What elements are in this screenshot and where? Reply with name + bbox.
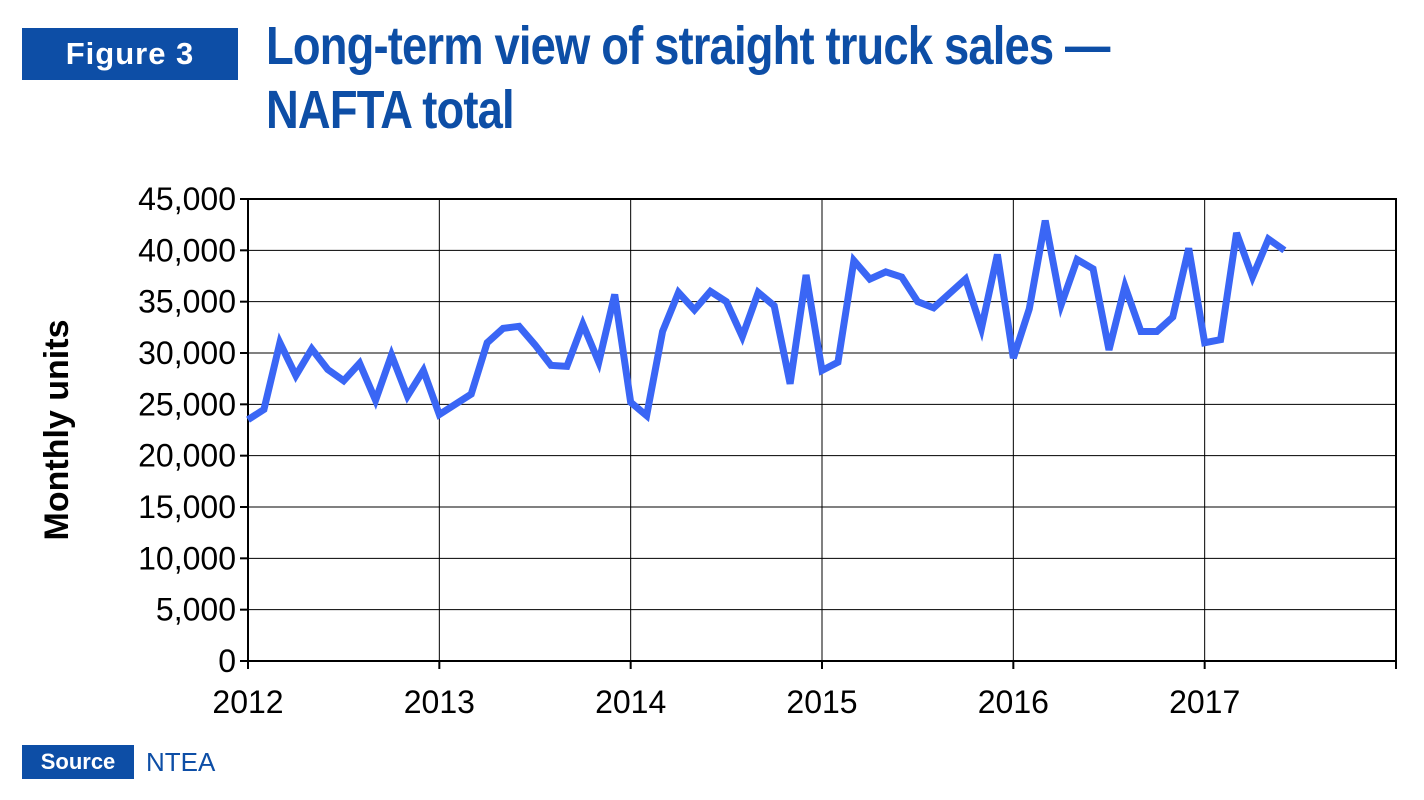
y-tick-label: 40,000	[138, 232, 236, 268]
figure-label: Figure 3	[65, 36, 195, 71]
y-tick-label: 20,000	[138, 438, 236, 474]
chart-title: Long-term view of straight truck sales —…	[266, 14, 1224, 142]
source-badge: Source	[22, 745, 134, 779]
y-tick-label: 15,000	[138, 489, 236, 525]
x-tick-label: 2013	[404, 684, 475, 720]
series-group	[246, 219, 1287, 423]
x-tick-label: 2012	[212, 684, 283, 720]
source-text: NTEA	[146, 747, 216, 777]
y-tick-label: 10,000	[138, 540, 236, 576]
x-tick-label: 2015	[786, 684, 857, 720]
x-axis-tick-labels: 2012 2013 2014 2015 2016 2017	[212, 684, 1240, 720]
y-tick-label: 0	[218, 643, 236, 679]
figure-badge: Figure 3	[22, 28, 238, 80]
y-tick-label: 5,000	[156, 592, 236, 628]
y-tick-label: 25,000	[138, 386, 236, 422]
series-line	[246, 219, 1287, 423]
chart-grid	[240, 198, 1397, 669]
chart-title-line-2: NAFTA total	[266, 80, 515, 140]
x-tick-label: 2016	[978, 684, 1049, 720]
y-tick-label: 30,000	[138, 335, 236, 371]
x-tick-label: 2014	[595, 684, 666, 720]
y-tick-label: 45,000	[138, 181, 236, 217]
y-tick-label: 35,000	[138, 284, 236, 320]
y-axis-title: Monthly units	[38, 320, 76, 541]
x-tick-label: 2017	[1169, 684, 1240, 720]
y-axis-tick-labels: 0 5,000 10,000 15,000 20,000 25,000 30,000 35,0…	[138, 181, 236, 679]
source-label: Source	[40, 749, 116, 774]
chart-title-line-1: Long-term view of straight truck sales —	[266, 16, 1110, 76]
